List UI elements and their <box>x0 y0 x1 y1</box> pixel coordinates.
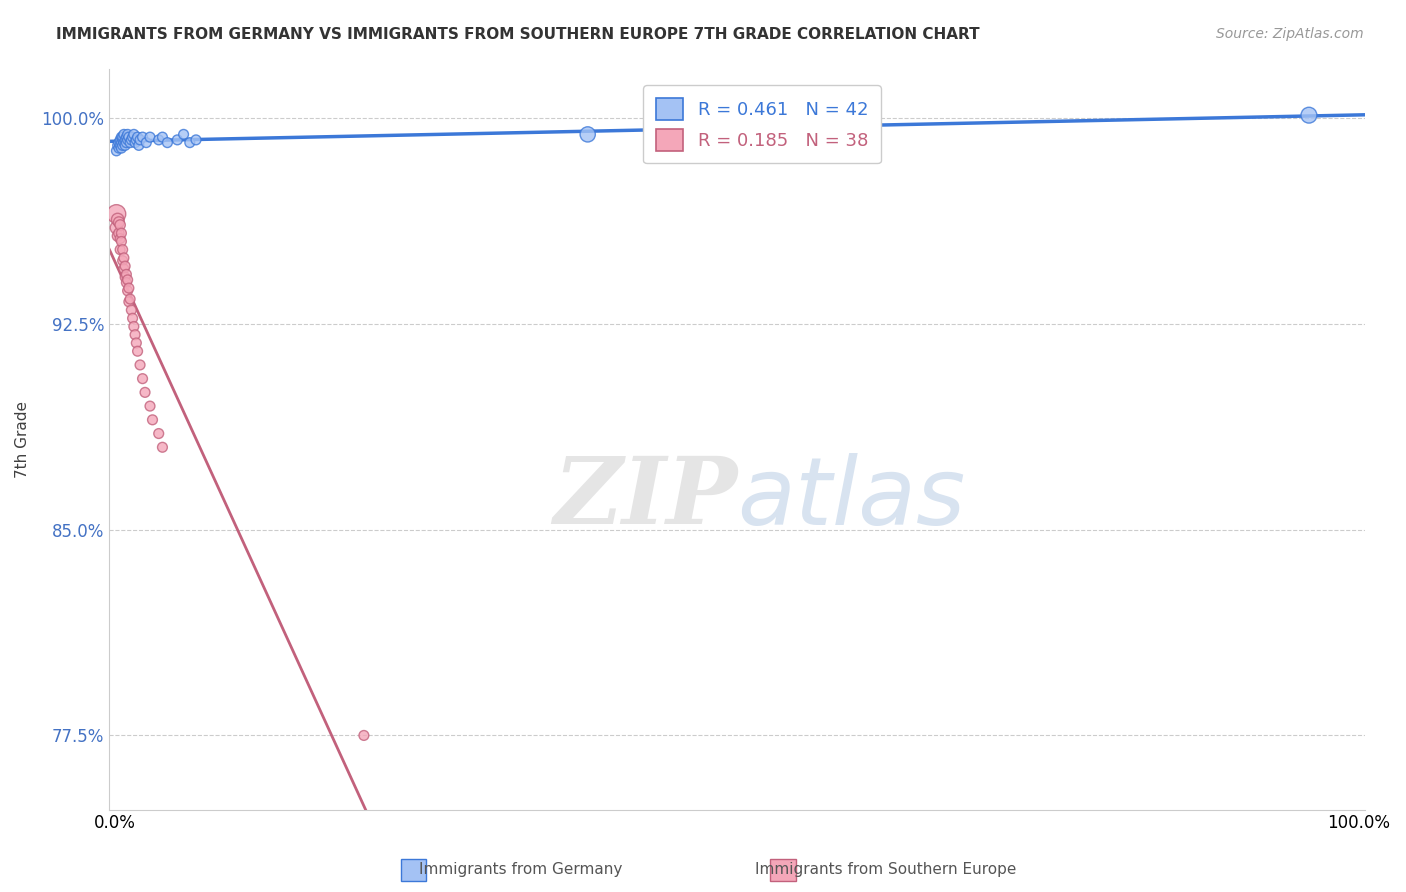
Text: Immigrants from Germany: Immigrants from Germany <box>419 863 621 877</box>
Point <box>1298 108 1320 122</box>
Point <box>114 133 136 147</box>
Point <box>110 235 132 249</box>
Point <box>111 138 134 153</box>
Point <box>148 426 170 441</box>
Point <box>111 133 134 147</box>
Point <box>139 130 162 145</box>
Point <box>107 212 129 227</box>
Point <box>108 232 131 246</box>
Point <box>120 292 142 306</box>
Point <box>115 276 138 290</box>
Text: IMMIGRANTS FROM GERMANY VS IMMIGRANTS FROM SOUTHERN EUROPE 7TH GRADE CORRELATION: IMMIGRANTS FROM GERMANY VS IMMIGRANTS FR… <box>56 27 980 42</box>
Point <box>129 133 152 147</box>
Text: ZIP: ZIP <box>553 453 737 543</box>
Point <box>120 133 142 147</box>
Point <box>124 327 146 342</box>
Point <box>166 133 188 147</box>
Y-axis label: 7th Grade: 7th Grade <box>15 401 30 477</box>
Point <box>108 141 131 155</box>
Point <box>122 128 145 142</box>
Point <box>156 136 179 150</box>
Point <box>125 133 148 147</box>
Text: atlas: atlas <box>737 453 965 544</box>
Point <box>111 130 134 145</box>
Point <box>127 130 149 145</box>
Point <box>108 133 131 147</box>
Point <box>111 253 134 268</box>
Point <box>112 128 135 142</box>
Point <box>110 226 132 240</box>
Point <box>152 130 174 145</box>
Point <box>118 281 141 295</box>
Point <box>105 220 128 235</box>
Point <box>141 413 163 427</box>
Point <box>124 136 146 150</box>
Point <box>114 138 136 153</box>
Point <box>117 133 139 147</box>
Point <box>117 284 139 298</box>
Point <box>121 130 143 145</box>
Point <box>148 133 170 147</box>
Point <box>117 273 139 287</box>
Point <box>108 215 131 229</box>
Point <box>112 251 135 265</box>
Point <box>114 270 136 285</box>
Point <box>107 138 129 153</box>
Point <box>108 136 131 150</box>
Point <box>108 218 131 232</box>
Text: Immigrants from Southern Europe: Immigrants from Southern Europe <box>755 863 1017 877</box>
Point <box>131 371 153 385</box>
Point <box>120 136 142 150</box>
Point <box>110 130 132 145</box>
Point <box>117 128 139 142</box>
Point <box>114 259 136 273</box>
Point <box>107 229 129 244</box>
Point <box>112 261 135 276</box>
Point <box>139 399 162 413</box>
Point <box>353 728 375 742</box>
Point <box>120 303 142 318</box>
Point <box>105 144 128 158</box>
Point <box>576 128 599 142</box>
Point <box>184 133 207 147</box>
Point <box>134 385 156 400</box>
Point <box>110 136 132 150</box>
Point <box>128 138 150 153</box>
Point <box>125 335 148 350</box>
Point <box>131 130 153 145</box>
Point <box>179 136 201 150</box>
Legend: R = 0.461   N = 42, R = 0.185   N = 38: R = 0.461 N = 42, R = 0.185 N = 38 <box>644 85 880 163</box>
Point <box>111 243 134 257</box>
Point <box>135 136 157 150</box>
Point <box>173 128 195 142</box>
Point <box>110 141 132 155</box>
Point <box>122 319 145 334</box>
Point <box>112 136 135 150</box>
Point <box>105 207 128 221</box>
Point <box>118 294 141 309</box>
Point <box>152 440 174 454</box>
Point <box>127 344 149 359</box>
Point <box>115 268 138 282</box>
Text: Source: ZipAtlas.com: Source: ZipAtlas.com <box>1216 27 1364 41</box>
Point <box>115 136 138 150</box>
Point <box>118 130 141 145</box>
Point <box>108 243 131 257</box>
Point <box>121 311 143 326</box>
Point <box>108 226 131 240</box>
Point <box>108 138 131 153</box>
Point <box>129 358 152 372</box>
Point <box>115 130 138 145</box>
